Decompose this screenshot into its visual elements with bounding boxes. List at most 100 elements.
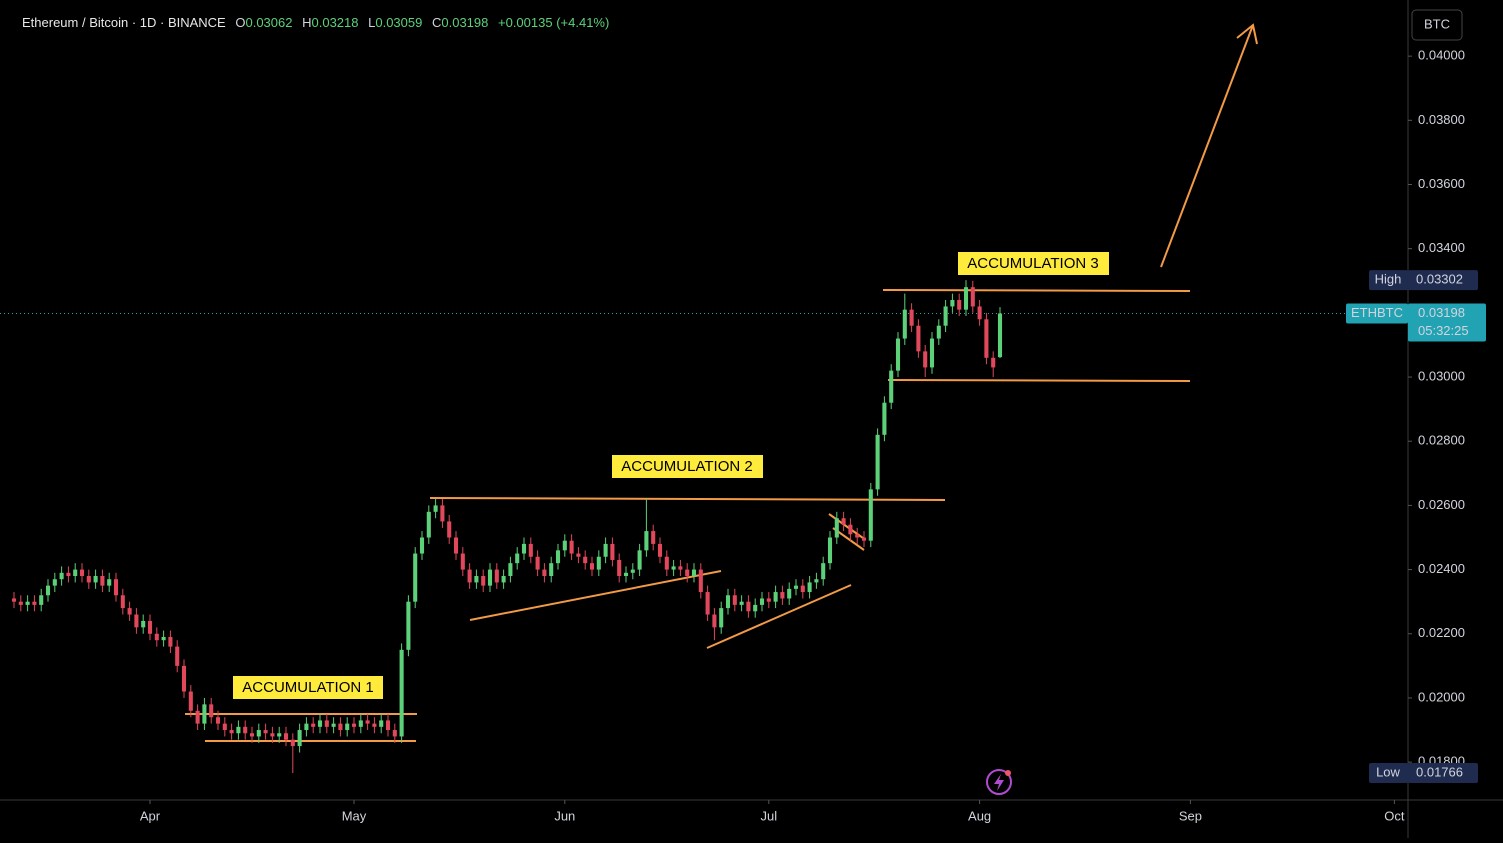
candle-body xyxy=(664,556,669,570)
candle-body xyxy=(25,601,30,605)
candle-body xyxy=(195,710,200,724)
candle-body xyxy=(181,665,187,692)
trend-line xyxy=(887,379,1191,382)
change: +0.00135 (+4.41%) xyxy=(498,15,609,30)
candle-body xyxy=(848,524,853,535)
annotation: ACCUMULATION 1 xyxy=(242,679,373,696)
arrow-head xyxy=(1236,23,1258,45)
candle-body xyxy=(596,556,601,570)
candle-body xyxy=(977,306,982,320)
candle-body xyxy=(732,595,737,605)
candle-body xyxy=(324,720,329,727)
y-tick-label: 0.02200 xyxy=(1418,625,1465,640)
candle-body xyxy=(787,588,792,599)
candle-body xyxy=(215,717,221,724)
candle-body xyxy=(712,614,717,628)
badge xyxy=(1408,763,1478,784)
y-tick-label: 0.02600 xyxy=(1418,497,1465,512)
candle-body xyxy=(623,572,629,577)
candle-body xyxy=(861,537,867,541)
symbol-title: Ethereum / Bitcoin · 1D · BINANCE xyxy=(22,15,226,30)
candle-body xyxy=(800,585,805,593)
trend-line xyxy=(706,584,852,649)
y-tick-label: 0.02400 xyxy=(1418,561,1465,576)
candle-body xyxy=(175,646,180,666)
candle-body xyxy=(950,300,955,307)
candle-body xyxy=(406,601,411,650)
candle-body xyxy=(168,636,173,647)
candle-body xyxy=(882,402,887,435)
extreme-value: 0.01766 xyxy=(1416,764,1463,779)
countdown: 05:32:25 xyxy=(1418,323,1469,338)
candle-body xyxy=(59,572,64,580)
candle-body xyxy=(474,576,479,583)
candle-body xyxy=(345,723,350,731)
candle-body xyxy=(283,733,289,740)
candle-body xyxy=(263,730,268,734)
candle-body xyxy=(202,704,207,724)
candle-body xyxy=(209,704,214,718)
candle-body xyxy=(113,579,119,596)
candle-body xyxy=(127,608,132,615)
candle-body xyxy=(691,569,697,577)
candle-body xyxy=(827,537,833,564)
candle-body xyxy=(453,537,459,554)
candle-body xyxy=(338,723,343,731)
candle-body xyxy=(719,608,724,628)
candle-body xyxy=(617,559,622,577)
candle-body xyxy=(66,572,71,577)
candle-body xyxy=(528,543,533,557)
ohlc-value: 0.03218 xyxy=(312,15,359,30)
candle-body xyxy=(147,620,153,634)
ohlc-value: 0.03198 xyxy=(441,15,488,30)
currency-label[interactable]: BTC xyxy=(1424,16,1450,31)
badge xyxy=(1369,763,1408,784)
candle-body xyxy=(583,556,588,564)
ohlc-label: O xyxy=(235,15,245,30)
candle-body xyxy=(555,550,561,564)
candle-body xyxy=(535,556,540,570)
candle-body xyxy=(487,569,493,586)
candle-body xyxy=(501,576,506,583)
candle-body xyxy=(902,309,907,339)
icon-bolt xyxy=(994,774,1004,791)
candle-body xyxy=(481,576,486,586)
candle-body xyxy=(351,723,357,727)
label-box xyxy=(233,676,383,699)
candle-body xyxy=(39,595,44,605)
candle-body xyxy=(161,636,166,641)
x-tick-label: Jun xyxy=(554,808,575,823)
candle-body xyxy=(569,540,574,554)
y-tick-label: 0.03000 xyxy=(1418,368,1465,383)
candle-body xyxy=(107,579,112,586)
ohlc-label: C xyxy=(432,15,441,30)
label-box xyxy=(958,252,1109,275)
x-tick-label: Jul xyxy=(760,808,777,823)
badge xyxy=(1369,270,1408,291)
candle-body xyxy=(311,723,316,727)
candle-body xyxy=(229,730,234,734)
candle-body xyxy=(875,434,880,490)
x-tick-label: Aug xyxy=(968,808,991,823)
candle-body xyxy=(841,518,846,525)
extreme-value: 0.03302 xyxy=(1416,272,1463,287)
currency-button[interactable] xyxy=(1411,9,1463,41)
candle-body xyxy=(358,720,363,727)
candle-body xyxy=(766,598,771,602)
ohlc-value: 0.03062 xyxy=(245,15,292,30)
candle-body xyxy=(868,489,873,541)
label-box xyxy=(612,455,763,478)
ohlc-value: 0.03059 xyxy=(375,15,422,30)
x-tick-label: Sep xyxy=(1179,808,1202,823)
candle-body xyxy=(780,592,785,599)
badge xyxy=(1408,303,1486,342)
annotation: ACCUMULATION 3 xyxy=(967,255,1098,272)
candle-body xyxy=(576,553,581,557)
candle-body xyxy=(32,601,37,605)
candle-body xyxy=(549,563,554,577)
y-tick-label: 0.03600 xyxy=(1418,176,1465,191)
candle-body xyxy=(542,569,547,577)
legend: Ethereum / Bitcoin · 1D · BINANCE O0.030… xyxy=(22,15,609,30)
